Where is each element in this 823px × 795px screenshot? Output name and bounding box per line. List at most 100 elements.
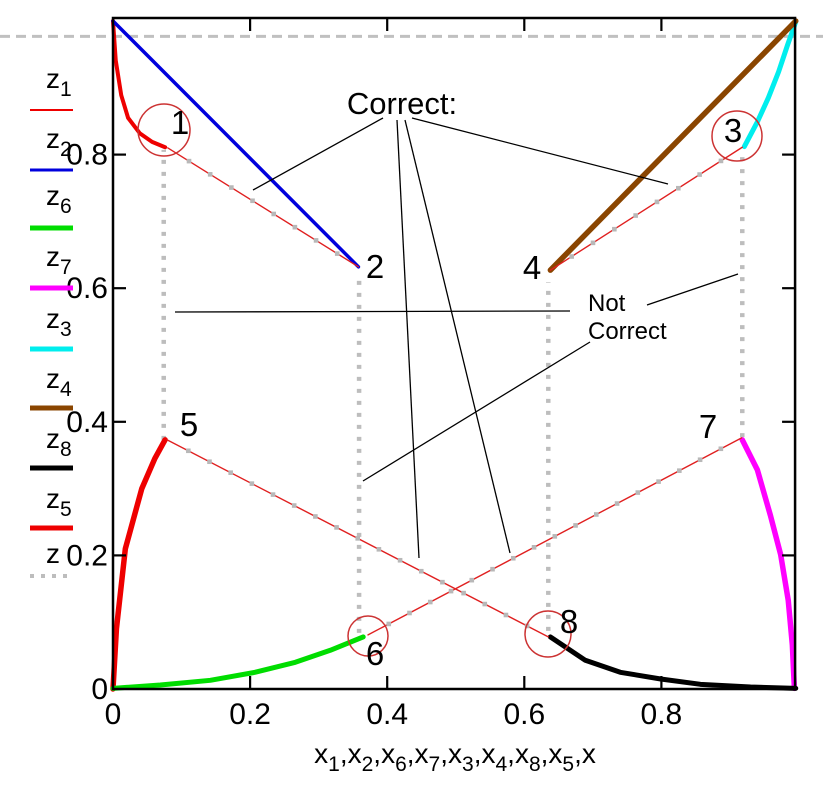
legend-label: z2 [46,123,72,161]
legend-item-z: z [30,538,73,578]
y-tick-label: 0.8 [66,139,108,172]
series-z-segment-6-7-marker [718,446,724,452]
series-z-segment-5-8-marker [313,514,318,519]
legend-label-base: z [46,538,60,569]
number-circle-6 [347,615,389,657]
series-z-segment-1-2-marker [313,238,319,243]
series-z-segment-4-3-marker [697,172,702,177]
x-title-separator: , [407,738,415,769]
legend-label: z4 [46,363,72,401]
legend-item-z4: z4 [30,363,73,411]
x-title-base: x [348,738,362,769]
legend-label: z1 [46,63,72,101]
series-z-segment-1-2-marker [229,185,234,190]
x-title-sub: 7 [429,753,441,776]
series-z-segment-5-8-marker [440,579,445,585]
series-z-segment-6-7-marker [552,534,558,539]
not-correct-leader-line [646,273,739,306]
legend-label-sub: 6 [60,195,72,218]
series-z-segment-5-8-marker [397,557,403,563]
legend-label-base: z [46,363,60,394]
x-title-base: x [548,738,562,769]
legend-item-z1: z1 [30,63,73,111]
correct-label: Correct: [347,86,457,121]
legend-label-sub: 4 [60,378,72,401]
series-z8 [547,634,799,691]
x-tick-label: 0 [105,698,122,731]
series-z-segment-1-2-marker [207,172,213,177]
legend-item-z6: z6 [30,180,73,231]
series-z-segment-5-8-marker [186,448,191,454]
y-tick-label: 0 [91,673,108,706]
series-z-segment-5-8-marker [207,459,212,465]
x-title-base: x [481,738,495,769]
x-tick-label: 0.2 [229,698,271,731]
series-z3 [741,19,799,150]
legend-label: z7 [46,241,72,279]
legend-item-z3: z3 [30,303,73,352]
x-title-separator: , [474,738,482,769]
correct-leader-line [252,117,384,191]
legend-label-base: z [46,123,60,154]
series-z-segment-6-7-marker [510,555,516,561]
series-z-segment-5-8-marker [334,525,339,530]
correct-leader-line [396,119,420,559]
x-title-separator: , [440,738,448,769]
legend-label-sub: 5 [60,498,72,521]
series-z-segment-5-8-marker [249,481,255,486]
number-circle-1 [137,103,191,157]
series-z-segment-6-7-marker [656,479,661,484]
legend-label: z5 [46,483,72,521]
x-title-sub: 1 [328,753,340,776]
series-z-segment-6-7-marker [531,545,537,550]
x-tick-label: 0.4 [366,698,408,731]
number-circle-8 [524,610,572,658]
series-z-segment-5-8-marker [503,612,509,618]
number-label-7: 7 [699,408,717,445]
y-tick-label: 0.6 [66,272,108,305]
x-title-separator: , [541,738,549,769]
not-correct-leader-line [362,341,591,482]
legend-label-sub: 3 [60,318,72,341]
number-label-2: 2 [366,248,384,285]
axes-layer: 0 0.2 0.4 0.6 0.800.20.40.60.8x1,x2,x6,x7,x3… [66,16,797,776]
number-label-3: 3 [724,112,742,149]
y-tick-label: 0.2 [66,539,108,572]
series-z-segment-1-2-marker [250,198,255,204]
x-title-sub: 2 [362,753,374,776]
number-label-6: 6 [366,635,384,672]
legend-label: z [46,538,60,569]
series-z-segment-4-3-marker [612,226,617,232]
x-title-base: x [448,738,462,769]
x-title-sub: 8 [529,753,541,776]
series-z-segment-5-8-marker [482,601,488,607]
x-title-separator: , [507,738,515,769]
series-z-segment-5-8-marker [228,470,233,475]
plot-border [111,16,797,691]
x-title-sub: 5 [562,753,574,776]
series-z-segment-1-2 [167,147,360,268]
series-z-segment-6-7-marker [427,599,433,605]
series-z5 [110,437,168,692]
series-z-segment-1-2-marker [292,224,298,230]
x-title-sub: 3 [462,753,474,776]
x-tick-label: 0.6 [503,698,545,731]
series-z4 [547,18,799,273]
series-z-segment-6-7-marker [386,621,392,627]
series-z-segment-6-7-marker [635,490,641,495]
legend-label-base: z [46,180,60,211]
series-z-segment-6-7-marker [614,501,620,506]
legend-label-base: z [46,483,60,514]
series-z-segment-4-3-marker [633,213,638,218]
reference-lines-layer [0,34,823,633]
series-z-segment-4-3-marker [654,199,660,205]
legend-label: z8 [46,423,72,461]
number-label-4: 4 [523,249,541,286]
correct-leader-line [404,119,511,554]
number-label-5: 5 [180,406,198,443]
legend-label-base: z [46,423,60,454]
series-z6 [110,634,366,691]
series-z-segment-5-8-marker [355,536,361,541]
